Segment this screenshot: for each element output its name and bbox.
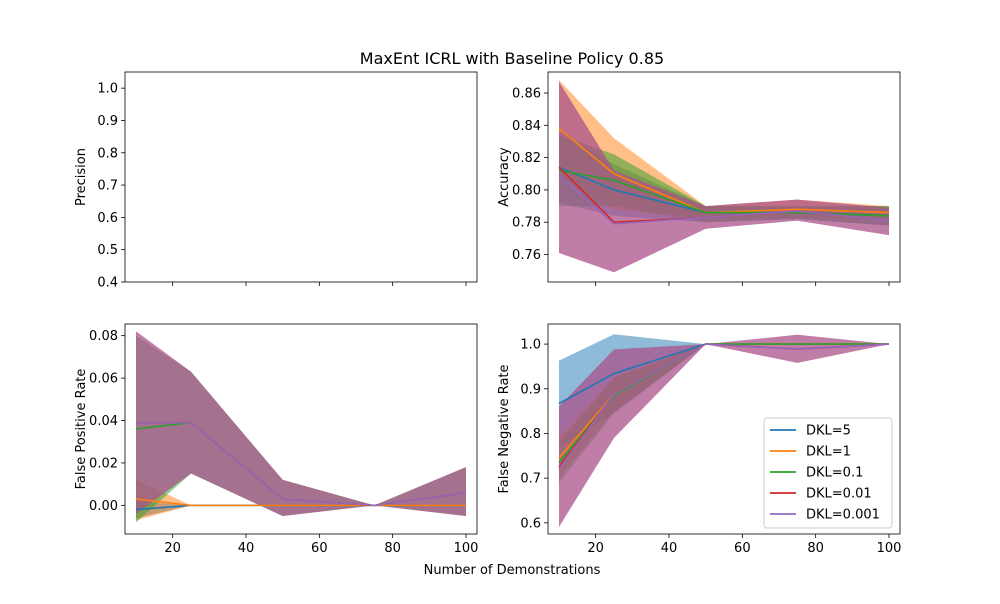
x-tick-label: 20 xyxy=(164,541,181,556)
y-tick-label: 0.02 xyxy=(89,456,118,471)
x-tick-label: 100 xyxy=(877,541,902,556)
x-tick-label: 20 xyxy=(587,541,604,556)
confidence-band-dkl-0-001 xyxy=(559,81,889,273)
legend-box xyxy=(763,417,893,529)
y-tick-label: 0.80 xyxy=(512,183,541,198)
x-tick-label: 40 xyxy=(238,541,255,556)
y-tick-label: 0.06 xyxy=(89,372,118,387)
x-tick-label: 60 xyxy=(311,541,328,556)
legend-item: DKL=0.001 xyxy=(770,508,880,523)
legend-label: DKL=0.001 xyxy=(806,508,880,523)
x-tick-label: 80 xyxy=(807,541,824,556)
x-tick-label: 60 xyxy=(734,541,751,556)
subplot-top-left: 0.4 0.5 0.6 0.7 0.8 0.9 1.0 Precision xyxy=(74,71,478,291)
y-tick-label: 0.5 xyxy=(97,243,118,258)
y-tick-label: 0.82 xyxy=(512,151,541,166)
y-axis-label: False Positive Rate xyxy=(74,369,89,490)
y-tick-label: 0.6 xyxy=(520,516,541,531)
figure-title: MaxEnt ICRL with Baseline Policy 0.85 xyxy=(360,49,664,68)
series-line-dkl-0-001 xyxy=(136,421,467,507)
legend-item: DKL=0.1 xyxy=(770,466,863,481)
plot-area xyxy=(558,334,890,528)
legend-label: DKL=1 xyxy=(806,445,851,460)
y-tick-label: 0.8 xyxy=(520,427,541,442)
confidence-band-dkl-0-001 xyxy=(559,334,889,528)
x-tick-label: 80 xyxy=(384,541,401,556)
series-line-dkl-0-001 xyxy=(558,174,890,225)
subplot-top-right: 0.76 0.78 0.80 0.82 0.84 0.86 Accuracy xyxy=(497,71,901,286)
legend: DKL=5 DKL=1 DKL=0.1 DKL=0.01 DKL=0.001 xyxy=(763,417,893,529)
y-tick-label: 0.00 xyxy=(89,499,118,514)
y-tick-label: 0.9 xyxy=(520,382,541,397)
legend-label: DKL=5 xyxy=(806,424,851,439)
y-tick-label: 1.0 xyxy=(520,338,541,353)
x-tick-label: 100 xyxy=(454,541,479,556)
y-tick-label: 0.7 xyxy=(520,472,541,487)
legend-label: DKL=0.1 xyxy=(806,466,863,481)
y-axis-label: Precision xyxy=(74,148,89,206)
axes-frame xyxy=(547,323,901,535)
shared-x-axis-label: Number of Demonstrations xyxy=(424,563,601,578)
y-tick-label: 1.0 xyxy=(97,82,118,97)
axes-frame xyxy=(124,323,478,535)
y-tick-label: 0.4 xyxy=(97,276,118,291)
subplot-grid: 0.40.50.60.70.80.91.0Precision0.760.780.… xyxy=(74,71,902,556)
series-line-dkl-0-001 xyxy=(558,343,890,470)
y-tick-label: 0.8 xyxy=(97,146,118,161)
subplot-bottom-left: 20 40 60 80 100 0.00 0.02 0.04 0.06 0.08 False Pos… xyxy=(74,323,479,556)
y-tick-label: 0.76 xyxy=(512,248,541,263)
x-tick-label: 40 xyxy=(661,541,678,556)
subplot-bottom-right: 20 40 60 80 100 0.6 0.7 0.8 0.9 1.0 False Negative… xyxy=(497,323,902,556)
y-axis-label: False Negative Rate xyxy=(497,364,512,493)
y-tick-label: 0.6 xyxy=(97,211,118,226)
y-tick-label: 0.04 xyxy=(89,414,118,429)
axes-frame xyxy=(547,71,901,283)
y-tick-label: 0.7 xyxy=(97,179,118,194)
plot-area xyxy=(135,331,467,523)
legend-item: DKL=1 xyxy=(770,445,851,460)
axes-frame xyxy=(124,71,478,283)
y-tick-label: 0.08 xyxy=(89,329,118,344)
y-tick-label: 0.78 xyxy=(512,216,541,231)
plot-area xyxy=(558,80,890,273)
y-tick-label: 0.9 xyxy=(97,114,118,129)
legend-label: DKL=0.01 xyxy=(806,487,872,502)
legend-item: DKL=0.01 xyxy=(770,487,872,502)
series-line-dkl-1 xyxy=(135,498,466,507)
legend-item: DKL=5 xyxy=(770,424,851,439)
y-tick-label: 0.86 xyxy=(512,87,541,102)
y-axis-label: Accuracy xyxy=(497,147,512,207)
confidence-band-dkl-0-001 xyxy=(136,331,466,516)
y-tick-label: 0.84 xyxy=(512,119,541,134)
